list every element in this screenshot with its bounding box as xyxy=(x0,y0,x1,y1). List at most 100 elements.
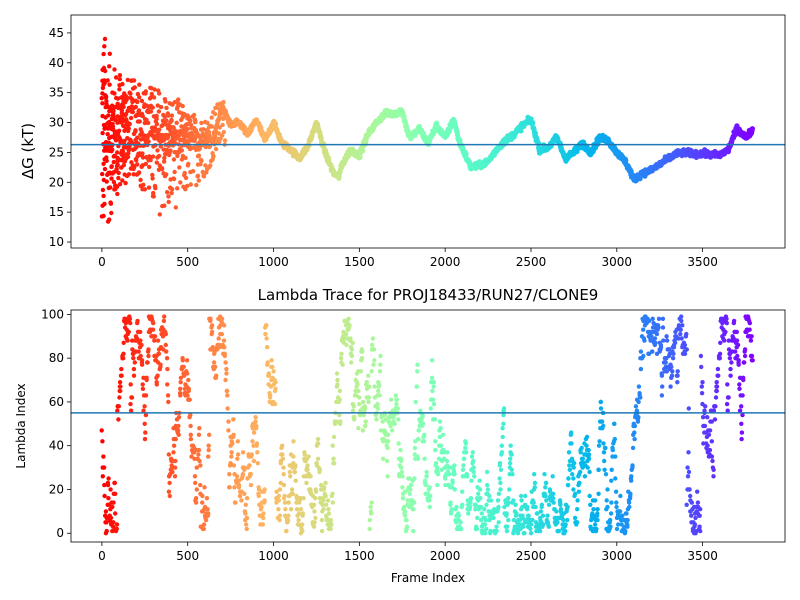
data-point xyxy=(507,461,513,466)
data-point xyxy=(162,155,167,161)
data-point xyxy=(337,421,343,426)
data-point xyxy=(135,99,140,105)
data-point xyxy=(537,528,543,534)
data-point xyxy=(251,430,257,435)
data-point xyxy=(675,373,680,378)
y-tick-label: 40 xyxy=(49,439,64,453)
data-point xyxy=(511,517,517,523)
x-tick-label: 1500 xyxy=(344,549,375,563)
data-point xyxy=(161,318,167,324)
data-point xyxy=(110,504,115,510)
data-point xyxy=(146,353,151,359)
data-point xyxy=(188,122,194,128)
data-point xyxy=(175,135,180,140)
data-point xyxy=(602,458,607,464)
data-point xyxy=(185,371,190,376)
data-point xyxy=(292,469,298,475)
delta-g-frame xyxy=(70,14,786,249)
data-point xyxy=(742,347,748,352)
y-tick-label: 20 xyxy=(49,482,64,496)
data-point xyxy=(199,158,204,163)
data-point xyxy=(726,395,731,400)
data-point xyxy=(197,458,202,464)
data-point xyxy=(461,463,466,468)
data-point xyxy=(482,507,487,512)
data-point xyxy=(443,482,448,488)
data-point xyxy=(164,172,169,177)
data-point xyxy=(444,458,450,464)
data-point xyxy=(632,423,638,429)
data-point xyxy=(722,338,727,343)
data-point xyxy=(166,194,171,199)
data-point xyxy=(169,187,175,192)
data-point xyxy=(496,491,502,496)
data-point xyxy=(638,395,643,400)
data-point xyxy=(119,366,124,372)
data-point xyxy=(152,334,158,339)
data-point xyxy=(585,465,590,470)
data-point xyxy=(350,408,356,413)
data-point xyxy=(198,482,203,488)
data-point xyxy=(263,323,269,328)
data-point xyxy=(123,180,128,186)
data-point xyxy=(717,356,722,361)
data-point xyxy=(321,485,327,490)
data-point xyxy=(186,386,191,391)
data-point xyxy=(203,163,208,168)
data-point xyxy=(739,430,745,435)
data-point xyxy=(140,386,146,391)
data-point xyxy=(149,86,154,91)
data-point xyxy=(155,148,160,153)
data-point xyxy=(686,450,691,455)
data-point xyxy=(443,476,448,481)
data-point xyxy=(587,493,592,499)
data-point xyxy=(378,428,384,433)
data-point xyxy=(308,474,313,479)
data-point xyxy=(234,474,240,479)
data-point xyxy=(591,507,596,512)
data-point xyxy=(193,119,198,124)
data-point xyxy=(244,515,249,521)
data-point xyxy=(166,199,171,205)
data-point xyxy=(300,511,306,516)
data-point xyxy=(733,349,738,354)
data-point xyxy=(601,423,606,429)
data-point xyxy=(135,154,140,159)
data-point xyxy=(741,375,746,380)
data-point xyxy=(435,472,441,477)
data-point xyxy=(620,513,625,518)
data-point xyxy=(211,154,216,160)
data-point xyxy=(296,517,301,523)
data-point xyxy=(595,511,600,516)
data-point xyxy=(374,417,379,422)
data-point xyxy=(607,517,613,523)
data-point xyxy=(161,159,167,164)
data-point xyxy=(728,373,733,378)
data-point xyxy=(496,520,501,525)
data-point xyxy=(136,108,142,113)
y-tick-label: 20 xyxy=(49,175,64,189)
data-point xyxy=(398,456,404,461)
data-point xyxy=(106,119,112,125)
data-point xyxy=(565,504,570,510)
data-point xyxy=(479,511,484,516)
x-tick-label: 3500 xyxy=(687,549,718,563)
data-point xyxy=(679,318,684,324)
data-point xyxy=(669,364,674,370)
data-point xyxy=(111,108,116,114)
data-point xyxy=(259,504,264,510)
data-point xyxy=(192,474,198,479)
data-point xyxy=(510,472,515,477)
data-point xyxy=(392,421,397,426)
data-point xyxy=(113,491,118,496)
data-point xyxy=(164,356,170,361)
data-point xyxy=(213,146,219,152)
data-point xyxy=(713,404,718,409)
data-point xyxy=(352,417,357,422)
data-point xyxy=(450,478,455,483)
data-point xyxy=(735,353,740,359)
data-point xyxy=(269,358,274,363)
data-point xyxy=(193,496,199,501)
x-tick-label: 2000 xyxy=(430,255,461,269)
data-point xyxy=(500,426,505,431)
